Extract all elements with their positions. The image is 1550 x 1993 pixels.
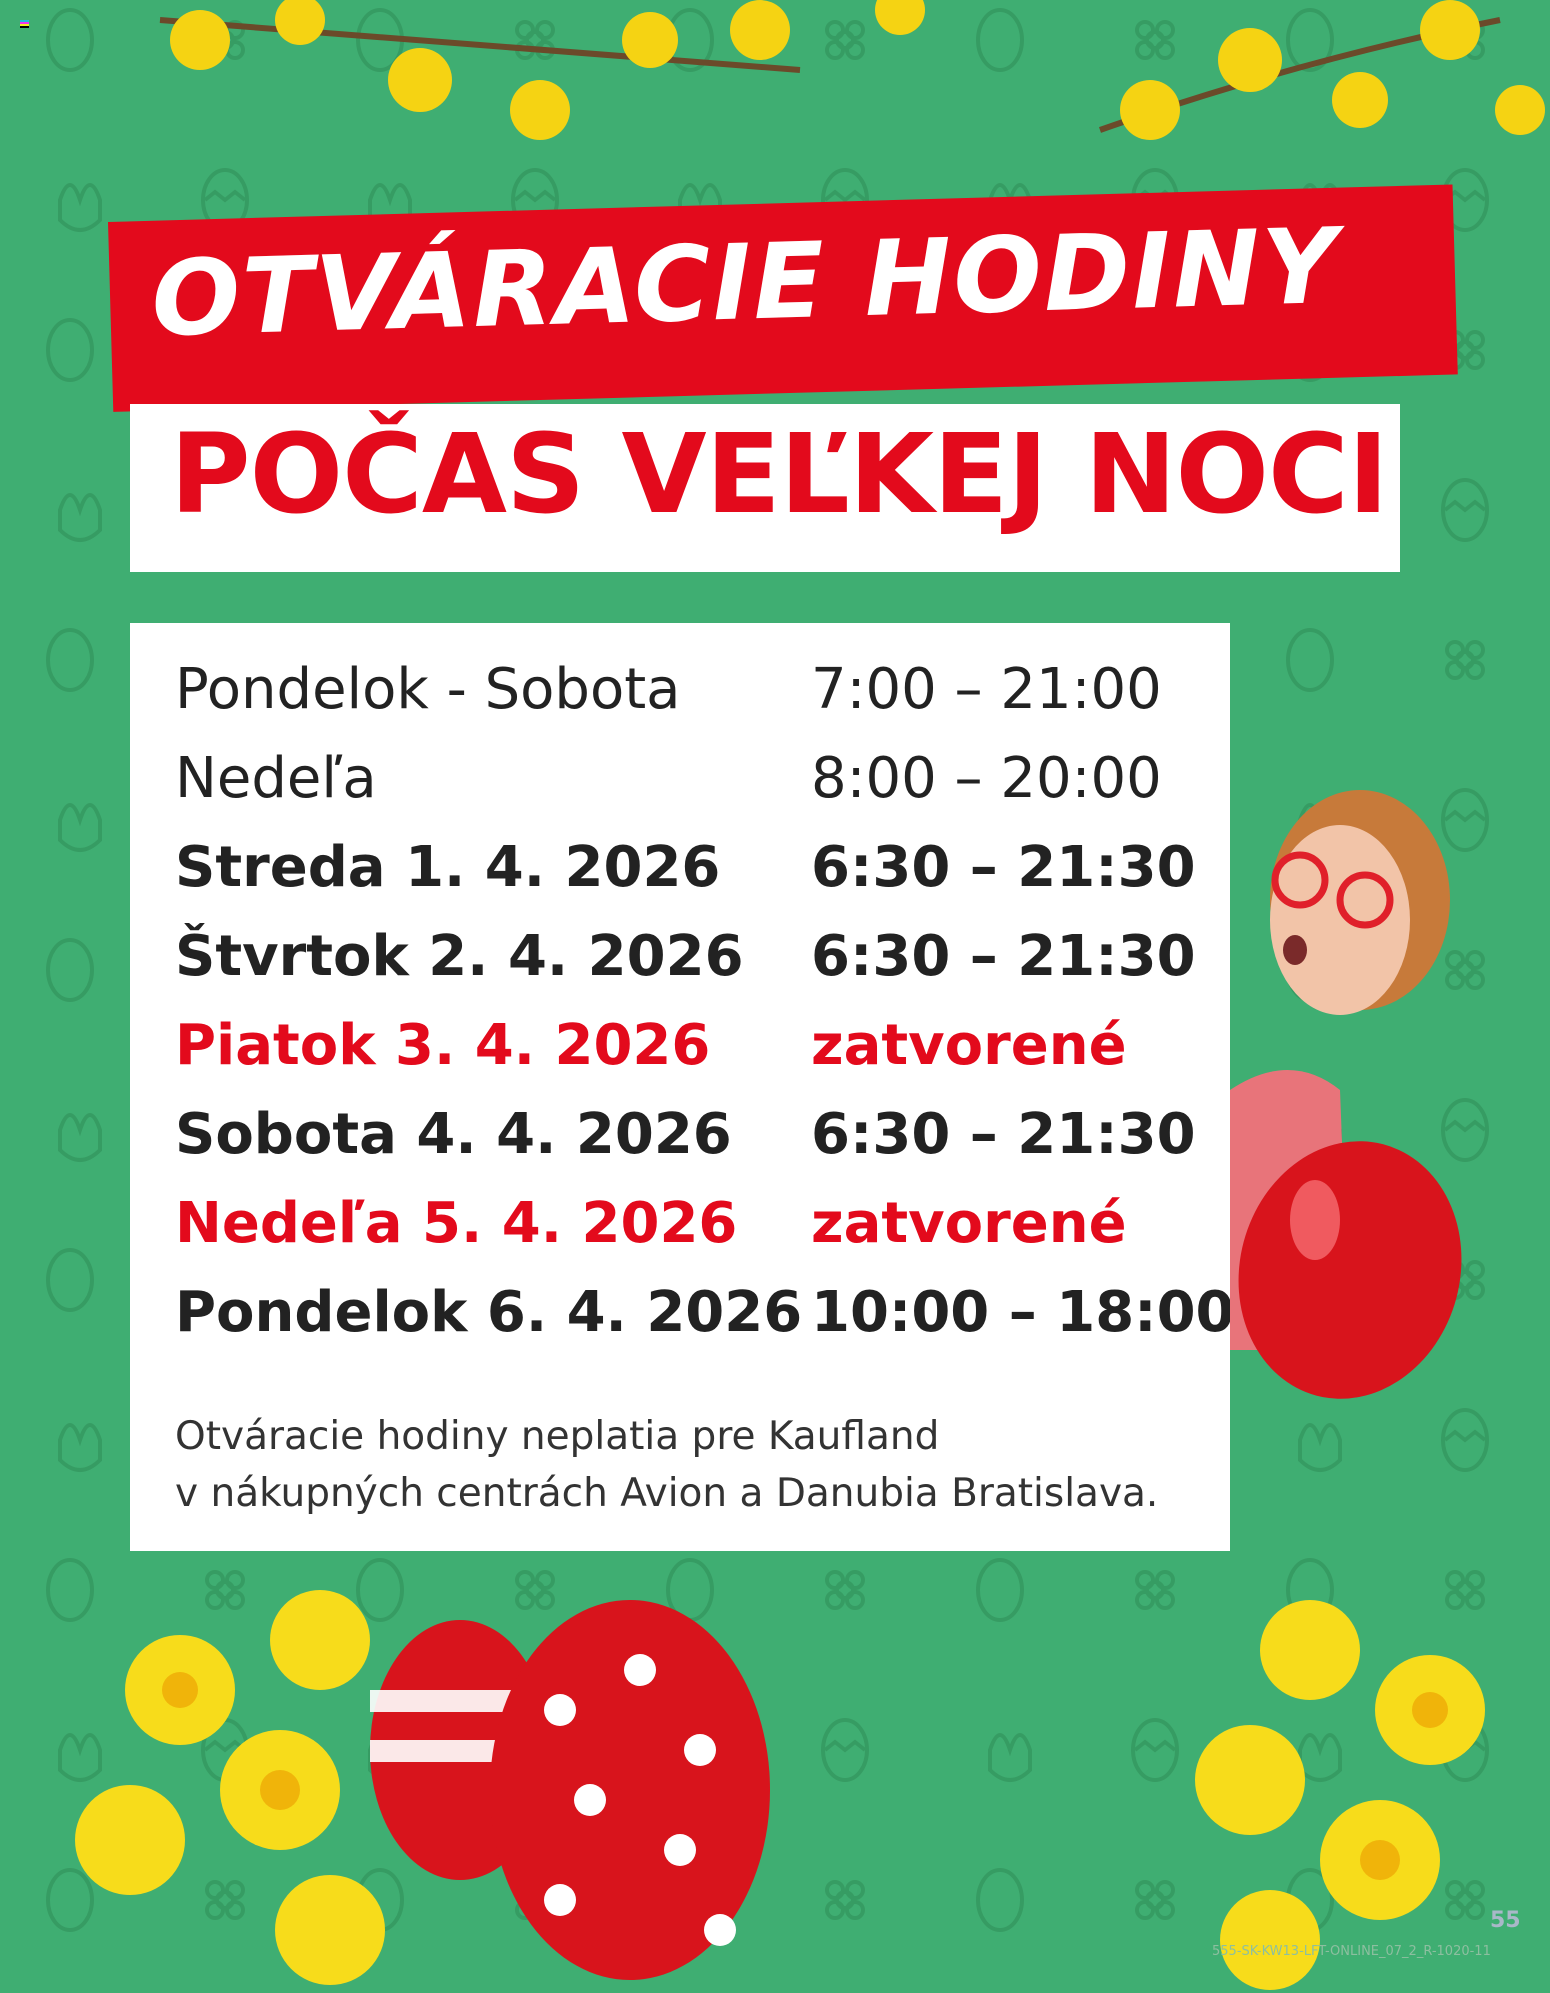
time-value: 8:00 – 20:00 [811,746,1162,811]
day-label: Pondelok - Sobota [175,657,681,722]
time-value: 7:00 – 21:00 [811,657,1162,722]
print-color-bar [20,20,29,28]
opening-hours-table: Pondelok - Sobota 7:00 – 21:00 Nedeľa 8:00… [130,623,1235,1551]
day-label: Nedeľa 5. 4. 2026 [175,1191,738,1256]
hours-row-closed: Nedeľa 5. 4. 2026 zatvorené [175,1179,1225,1268]
hours-row: Sobota 4. 4. 2026 6:30 – 21:30 [175,1090,1225,1179]
hours-row: Pondelok - Sobota 7:00 – 21:00 [175,645,1225,734]
time-value: 6:30 – 21:30 [811,924,1196,989]
day-label: Pondelok 6. 4. 2026 [175,1280,803,1345]
time-value: 10:00 – 18:00 [811,1280,1235,1345]
hours-row: Pondelok 6. 4. 2026 10:00 – 18:00 [175,1268,1235,1357]
time-value: 6:30 – 21:30 [811,835,1196,900]
subtitle-banner-white [130,404,1400,572]
hours-note: Otváracie hodiny neplatia pre Kaufland v… [175,1408,1158,1522]
page-number: 55 [1490,1908,1521,1933]
woman-with-red-egg-image [1230,790,1462,1399]
forsythia-flowers-decoration [159,0,1545,140]
day-label: Streda 1. 4. 2026 [175,835,721,900]
closed-label: zatvorené [811,1013,1127,1078]
day-label: Sobota 4. 4. 2026 [175,1102,732,1167]
note-line: Otváracie hodiny neplatia pre Kaufland [175,1414,940,1459]
hours-row-closed: Piatok 3. 4. 2026 zatvorené [175,1001,1225,1090]
easter-eggs-and-daffodils-decoration [75,1590,1485,1990]
day-label: Štvrtok 2. 4. 2026 [175,924,744,989]
print-code: 555-SK-KW13-LFT-ONLINE_07_2_R-1020-11 [1212,1944,1491,1959]
day-label: Nedeľa [175,746,377,811]
hours-row: Štvrtok 2. 4. 2026 6:30 – 21:30 [175,912,1225,1001]
time-value: 6:30 – 21:30 [811,1102,1196,1167]
hours-row: Streda 1. 4. 2026 6:30 – 21:30 [175,823,1225,912]
closed-label: zatvorené [811,1191,1127,1256]
hours-row: Nedeľa 8:00 – 20:00 [175,734,1225,823]
note-line: v nákupných centrách Avion a Danubia Bra… [175,1471,1159,1516]
page-subtitle: POČAS VEĽKEJ NOCI [170,410,1389,538]
day-label: Piatok 3. 4. 2026 [175,1013,711,1078]
